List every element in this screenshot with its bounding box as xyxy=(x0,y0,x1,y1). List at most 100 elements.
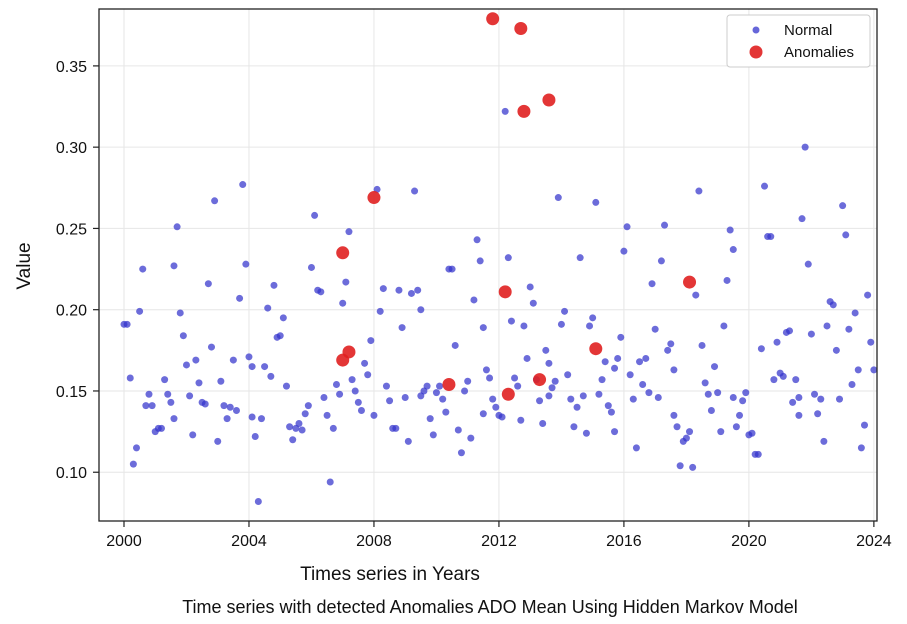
x-tick-label: 2004 xyxy=(231,533,267,550)
normal-point xyxy=(757,345,765,353)
normal-point xyxy=(454,426,462,434)
data-points xyxy=(120,12,878,505)
normal-point xyxy=(357,406,365,414)
normal-point xyxy=(670,366,678,374)
normal-point xyxy=(523,354,531,362)
normal-point xyxy=(611,364,619,372)
normal-point xyxy=(176,309,184,317)
normal-point xyxy=(507,317,515,325)
normal-point xyxy=(617,333,625,341)
normal-point xyxy=(311,211,319,219)
normal-point xyxy=(801,143,809,151)
normal-point xyxy=(648,280,656,288)
normal-point xyxy=(207,343,215,351)
normal-point xyxy=(748,429,756,437)
normal-point xyxy=(854,366,862,374)
normal-point xyxy=(336,390,344,398)
normal-point xyxy=(857,444,865,452)
normal-point xyxy=(673,423,681,431)
x-axis-label: Times series in Years xyxy=(300,564,480,585)
normal-point xyxy=(407,289,415,297)
normal-point xyxy=(270,281,278,289)
normal-point xyxy=(607,408,615,416)
normal-point xyxy=(682,434,690,442)
normal-point xyxy=(779,372,787,380)
normal-point xyxy=(642,354,650,362)
normal-point xyxy=(345,228,353,236)
normal-point xyxy=(317,288,325,296)
normal-point xyxy=(329,424,337,432)
normal-point xyxy=(464,377,472,385)
normal-point xyxy=(726,226,734,234)
normal-point xyxy=(595,390,603,398)
normal-point xyxy=(232,406,240,414)
y-tick-label: 0.10 xyxy=(56,465,87,482)
normal-point xyxy=(473,236,481,244)
normal-point xyxy=(714,389,722,397)
normal-point xyxy=(598,376,606,384)
x-axis-ticks: 2000 2004 2008 2012 2016 2020 2024 xyxy=(106,521,892,550)
normal-point xyxy=(214,437,222,445)
normal-point xyxy=(661,221,669,229)
normal-point xyxy=(739,397,747,405)
normal-point xyxy=(795,411,803,419)
normal-point xyxy=(161,376,169,384)
normal-point xyxy=(489,395,497,403)
normal-point xyxy=(529,299,537,307)
normal-point xyxy=(217,377,225,385)
normal-point xyxy=(436,382,444,390)
normal-point xyxy=(692,291,700,299)
anomaly-point xyxy=(442,377,456,391)
normal-point xyxy=(282,382,290,390)
normal-point xyxy=(823,322,831,330)
normal-point xyxy=(479,324,487,332)
normal-point xyxy=(379,285,387,293)
normal-point xyxy=(170,262,178,270)
normal-point xyxy=(567,395,575,403)
normal-point xyxy=(498,413,506,421)
y-tick-label: 0.30 xyxy=(56,140,87,157)
normal-point xyxy=(804,260,812,268)
normal-point xyxy=(792,376,800,384)
normal-point xyxy=(729,246,737,254)
legend: Normal Anomalies xyxy=(726,14,871,68)
normal-point xyxy=(667,340,675,348)
anomaly-point xyxy=(514,22,528,36)
normal-point xyxy=(832,346,840,354)
normal-point xyxy=(698,341,706,349)
normal-point xyxy=(467,434,475,442)
normal-point xyxy=(145,390,153,398)
normal-point xyxy=(861,421,869,429)
normal-point xyxy=(848,380,856,388)
normal-point xyxy=(548,384,556,392)
normal-point xyxy=(164,390,172,398)
normal-point xyxy=(629,395,637,403)
normal-point xyxy=(132,444,140,452)
normal-point xyxy=(676,462,684,470)
normal-point xyxy=(742,389,750,397)
legend-anomalies-marker xyxy=(749,45,763,59)
normal-point xyxy=(517,416,525,424)
normal-point xyxy=(242,260,250,268)
normal-point xyxy=(864,291,872,299)
normal-point xyxy=(545,392,553,400)
y-tick-label: 0.35 xyxy=(56,59,87,76)
normal-point xyxy=(829,301,837,309)
normal-point xyxy=(651,325,659,333)
normal-point xyxy=(189,431,197,439)
y-axis-ticks: 0.10 0.15 0.20 0.25 0.30 0.35 xyxy=(56,59,99,482)
normal-point xyxy=(411,187,419,195)
normal-point xyxy=(267,372,275,380)
normal-point xyxy=(539,419,547,427)
normal-point xyxy=(561,307,569,315)
normal-point xyxy=(426,415,434,423)
normal-point xyxy=(348,376,356,384)
anomaly-point xyxy=(542,93,556,107)
plot-frame xyxy=(98,8,878,522)
x-tick-label: 2012 xyxy=(481,533,517,550)
normal-point xyxy=(557,320,565,328)
normal-point xyxy=(414,286,422,294)
normal-point xyxy=(573,403,581,411)
anomaly-point xyxy=(683,275,697,289)
